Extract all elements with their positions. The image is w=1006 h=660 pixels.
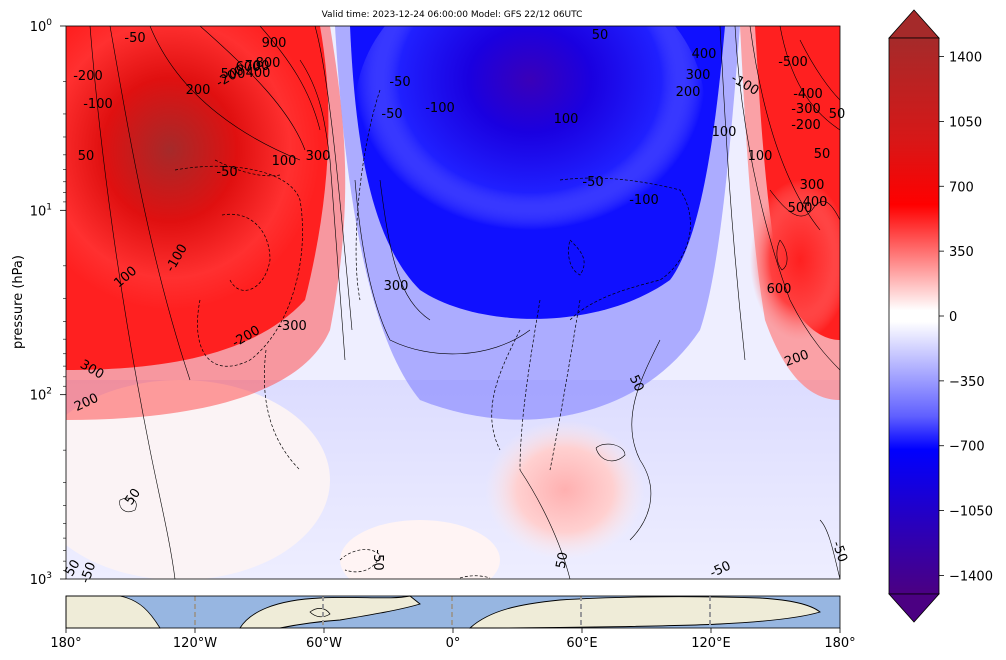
contours-solid [89, 26, 840, 579]
y-axis-label: pressure (hPa) [11, 255, 26, 349]
contour-label: -100 [629, 193, 659, 208]
contour-label: 100 [272, 154, 297, 169]
contour-label: 100 [554, 112, 579, 127]
plot-frame [65, 25, 841, 580]
contour-label: 400 [692, 47, 717, 62]
x-tick-label: 60°E [566, 636, 597, 651]
right-red-core [750, 180, 840, 340]
colorbar-body [888, 37, 940, 595]
contour-label: 800 [256, 56, 281, 71]
contour-label: -100 [83, 97, 113, 112]
white-region-left [66, 380, 330, 579]
colorbar-tick-label: 350 [949, 245, 974, 260]
map-island [309, 608, 331, 618]
contour-label: 100 [748, 149, 773, 164]
colorbar-tick-label: −350 [949, 375, 985, 390]
contour-label: -100 [425, 101, 455, 116]
contour-label: -50 [124, 31, 145, 46]
y-tick-label: 100 [30, 18, 53, 35]
colorbar-tick-label: 700 [949, 180, 974, 195]
contour-label: -400 [793, 87, 823, 102]
y-axis: 100 101 102 103 pressure (hPa) [11, 18, 66, 588]
contour-label: 500 [221, 67, 246, 82]
contour-label: -500 [778, 55, 808, 70]
contour-label: 300 [384, 279, 409, 294]
contour-label: -300 [277, 319, 307, 334]
white-region-bottom [340, 520, 500, 579]
y-tick-label: 102 [30, 387, 52, 404]
colorbar-extend-bottom [888, 593, 940, 623]
colorbar-tick-label: 0 [949, 310, 957, 325]
x-axis: 180° 120°W 60°W 0° 60°E 120°E 180° [50, 628, 856, 651]
pink-blob [485, 420, 645, 560]
contour-label: -300 [791, 102, 821, 117]
contour-label: 50 [78, 149, 95, 164]
x-tick-label: 180° [824, 636, 855, 651]
contour-label: -50 [216, 165, 237, 180]
colorbar-tick-label: 1050 [949, 115, 982, 130]
chart-title: Valid time: 2023-12-24 06:00:00 Model: G… [322, 10, 583, 20]
left-red-core [66, 26, 320, 310]
contour-label: 50 [592, 28, 609, 43]
contour-label: 700 [245, 59, 270, 74]
colorbar-tick-label: −1050 [949, 505, 993, 520]
colorbar-tick-label: 1400 [949, 51, 982, 66]
contour-label: 600 [767, 282, 792, 297]
contour-label: 400 [246, 66, 271, 81]
contour-label: 600 [236, 60, 261, 75]
x-tick-label: 180° [50, 636, 81, 651]
x-tick-label: 0° [446, 636, 461, 651]
contour-label: -50 [582, 175, 603, 190]
x-tick-label: 120°E [691, 636, 731, 651]
contour-label: -50 [370, 549, 385, 570]
x-tick-label: 60°W [306, 636, 342, 651]
contour-label: 50 [626, 373, 647, 394]
contour-label: -50 [78, 560, 99, 585]
contour-label: 900 [262, 36, 287, 51]
colorbar-extend-top [888, 9, 940, 39]
map-land-eurasia [468, 596, 821, 629]
colorbar: 1400 1050 700 350 0 −350 −700 −1050 −1400 [888, 9, 993, 623]
contour-label: -50 [381, 107, 402, 122]
map-gridlines [194, 596, 711, 628]
contour-label: 300 [306, 149, 331, 164]
contour-label: -200 [73, 69, 103, 84]
contour-label: 400 [803, 195, 828, 210]
x-tick-label: 120°W [173, 636, 217, 651]
contours-dashed [174, 89, 691, 579]
contour-label: 300 [800, 178, 825, 193]
contour-label: 50 [554, 551, 572, 570]
contour-label: 200 [186, 83, 211, 98]
contour-label: 50 [814, 147, 831, 162]
contour-label: 50 [62, 557, 83, 579]
contour-label: -50 [829, 539, 850, 564]
contour-label: 500 [788, 201, 813, 216]
contour-label: -200 [791, 118, 821, 133]
contour-label: 300 [686, 68, 711, 83]
contour-label: 50 [829, 107, 846, 122]
colorbar-tick-label: −1400 [949, 569, 993, 584]
colorbar-tick-label: −700 [949, 440, 985, 455]
contour-label: 200 [676, 85, 701, 100]
center-blue-core [355, 26, 705, 260]
main-plot [66, 26, 840, 579]
contour-label: -50 [389, 75, 410, 90]
y-tick-label: 101 [30, 202, 52, 219]
map-strip [65, 595, 841, 629]
contour-label: 100 [712, 125, 737, 140]
y-tick-label: 103 [30, 571, 52, 588]
